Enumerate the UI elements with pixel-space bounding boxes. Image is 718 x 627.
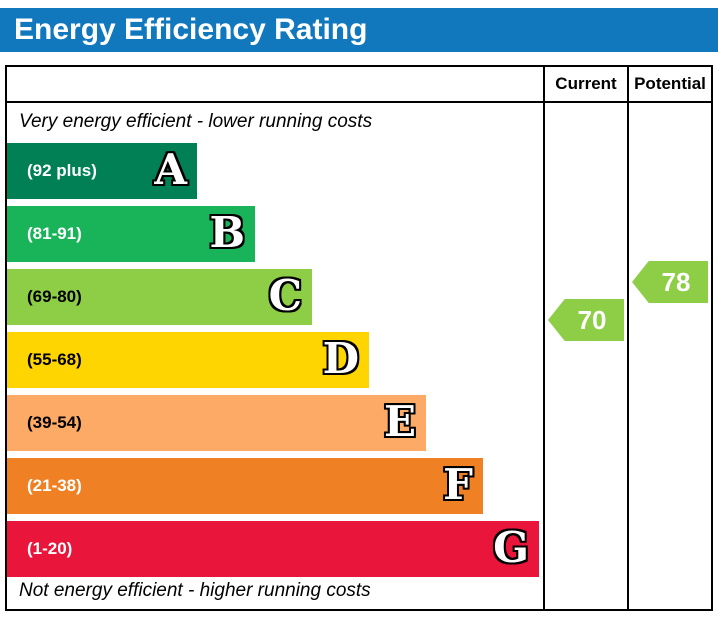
band-letter: F bbox=[443, 460, 473, 510]
band-range-label: (1-20) bbox=[27, 539, 73, 558]
column-header-potential: Potential bbox=[629, 67, 711, 103]
band-c: (69-80) C bbox=[7, 269, 312, 325]
band-f: (21-38) F bbox=[7, 458, 483, 514]
band-range-label: (81-91) bbox=[27, 224, 82, 243]
potential-rating-value: 78 bbox=[661, 266, 691, 297]
band-b: (81-91) B bbox=[7, 206, 255, 262]
note-bottom: Not energy efficient - higher running co… bbox=[19, 580, 371, 601]
current-rating-arrow: 70 bbox=[548, 299, 624, 341]
band-range-label: (69-80) bbox=[27, 287, 82, 306]
band-range-label: (55-68) bbox=[27, 350, 82, 369]
band-letter: C bbox=[268, 271, 302, 321]
band-letter: G bbox=[493, 523, 529, 573]
page-title: Energy Efficiency Rating bbox=[14, 13, 368, 46]
band-e: (39-54) E bbox=[7, 395, 426, 451]
column-header-current: Current bbox=[545, 67, 627, 103]
band-letter: A bbox=[154, 145, 187, 195]
potential-column: Potential 78 bbox=[627, 67, 711, 609]
band-letter: E bbox=[383, 397, 416, 447]
bands-list: (92 plus) A (81-91) B (69-80) C (55-68) … bbox=[7, 139, 543, 577]
potential-rating-arrow: 78 bbox=[632, 261, 708, 303]
header-spacer bbox=[7, 67, 543, 103]
potential-column-body: 78 bbox=[629, 103, 711, 609]
band-letter: D bbox=[322, 334, 359, 384]
note-top: Very energy efficient - lower running co… bbox=[19, 111, 373, 132]
band-a: (92 plus) A bbox=[7, 143, 197, 199]
band-d: (55-68) D bbox=[7, 332, 369, 388]
band-g: (1-20) G bbox=[7, 521, 539, 577]
current-rating-value: 70 bbox=[577, 304, 607, 335]
current-column-body: 70 bbox=[545, 103, 627, 609]
current-column: Current 70 bbox=[543, 67, 627, 609]
band-range-label: (21-38) bbox=[27, 476, 82, 495]
bands-column: Very energy efficient - lower running co… bbox=[7, 67, 543, 609]
title-bar: Energy Efficiency Rating bbox=[0, 8, 718, 52]
band-range-label: (39-54) bbox=[27, 413, 82, 432]
band-range-label: (92 plus) bbox=[27, 161, 97, 180]
energy-efficiency-chart: Very energy efficient - lower running co… bbox=[5, 65, 713, 611]
band-letter: B bbox=[209, 208, 246, 258]
